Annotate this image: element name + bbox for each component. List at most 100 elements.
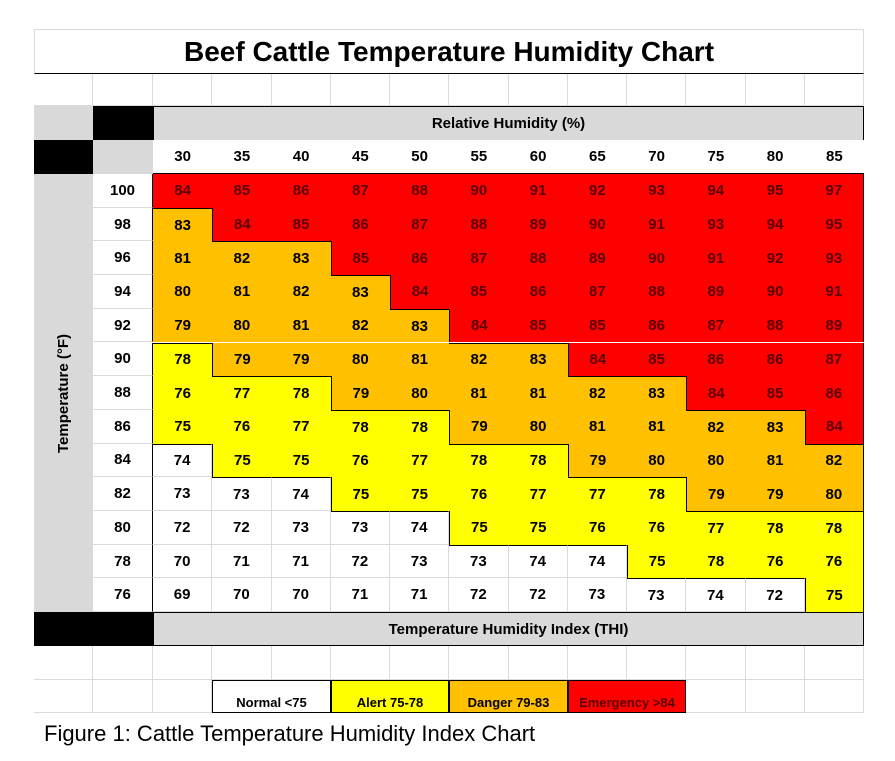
- heatmap-cell: 79: [567, 443, 627, 478]
- heatmap-cell: 86: [804, 376, 864, 410]
- legend-item: Normal <75: [212, 680, 331, 713]
- x-axis-label: Relative Humidity (%): [153, 106, 864, 140]
- heatmap-cell: 77: [686, 511, 746, 545]
- y-tick-label: 80: [93, 511, 153, 545]
- empty-cell: [390, 74, 450, 106]
- heatmap-cell: 78: [686, 544, 746, 579]
- legend-item: Alert 75-78: [330, 680, 450, 713]
- heatmap-cell: 75: [390, 477, 450, 511]
- heatmap-cell: 92: [567, 174, 627, 208]
- heatmap-cell: 84: [567, 342, 627, 377]
- empty-cell: [153, 74, 213, 106]
- heatmap-cell: 70: [153, 544, 213, 579]
- heatmap-cell: 76: [330, 443, 390, 478]
- corner-cell: [34, 106, 93, 140]
- empty-cell: [745, 680, 805, 713]
- x-tick-label: 60: [508, 140, 568, 174]
- heatmap-cell: 90: [567, 207, 627, 242]
- heatmap-cell: 78: [390, 409, 450, 444]
- heatmap-cell: 91: [508, 174, 568, 208]
- heatmap-cell: 74: [153, 443, 213, 478]
- heatmap-cell: 97: [804, 174, 864, 208]
- heatmap-cell: 78: [508, 443, 568, 478]
- heatmap-cell: 84: [804, 409, 864, 444]
- empty-cell: [627, 646, 687, 680]
- heatmap-cell: 74: [686, 578, 746, 613]
- empty-cell: [686, 680, 746, 713]
- heatmap-cell: 95: [745, 174, 805, 208]
- heatmap-cell: 77: [508, 477, 568, 511]
- heatmap-cell: 86: [390, 241, 450, 276]
- empty-cell: [390, 646, 450, 680]
- heatmap-cell: 77: [271, 409, 331, 444]
- heatmap-cell: 71: [212, 544, 272, 579]
- heatmap-cell: 87: [449, 241, 509, 276]
- heatmap-cell: 73: [390, 544, 450, 579]
- heatmap-cell: 72: [212, 511, 272, 545]
- heatmap-cell: 74: [390, 511, 450, 545]
- heatmap-cell: 86: [686, 342, 746, 377]
- y-tick-label: 88: [93, 376, 153, 410]
- heatmap-cell: 92: [745, 241, 805, 276]
- heatmap-cell: 88: [449, 207, 509, 242]
- heatmap-cell: 81: [271, 308, 331, 343]
- heatmap-cell: 80: [212, 308, 272, 343]
- heatmap-cell: 70: [271, 578, 331, 613]
- y-tick-label: 78: [93, 544, 153, 579]
- heatmap-cell: 89: [508, 207, 568, 242]
- x-tick-label: 45: [330, 140, 390, 174]
- empty-cell: [686, 74, 746, 106]
- heatmap-cell: 83: [153, 207, 213, 242]
- heatmap-cell: 79: [153, 308, 213, 343]
- heatmap-cell: 73: [449, 544, 509, 579]
- x-tick-label: 50: [390, 140, 450, 174]
- empty-cell: [34, 680, 93, 713]
- x-tick-label: 80: [745, 140, 805, 174]
- heatmap-cell: 81: [508, 376, 568, 410]
- empty-cell: [745, 74, 805, 106]
- x-tick-label: 30: [153, 140, 213, 174]
- heatmap-cell: 88: [745, 308, 805, 343]
- heatmap-cell: 74: [567, 544, 627, 579]
- corner-cell: [34, 612, 153, 646]
- heatmap-cell: 81: [153, 241, 213, 276]
- heatmap-cell: 83: [330, 275, 390, 309]
- empty-cell: [804, 74, 864, 106]
- heatmap-cell: 83: [508, 342, 568, 377]
- heatmap-cell: 79: [745, 477, 805, 511]
- heatmap-cell: 87: [330, 174, 390, 208]
- y-tick-label: 96: [93, 241, 153, 276]
- heatmap-cell: 72: [153, 511, 213, 545]
- empty-cell: [804, 646, 864, 680]
- corner-cell: [93, 140, 153, 174]
- heatmap-cell: 86: [508, 275, 568, 309]
- heatmap-cell: 82: [271, 275, 331, 309]
- heatmap-cell: 75: [508, 511, 568, 545]
- empty-cell: [153, 680, 213, 713]
- heatmap-cell: 83: [745, 409, 805, 444]
- heatmap-cell: 78: [330, 409, 390, 444]
- x-tick-label: 75: [686, 140, 746, 174]
- heatmap-cell: 73: [567, 578, 627, 613]
- heatmap-cell: 88: [390, 174, 450, 208]
- heatmap-cell: 78: [627, 477, 687, 511]
- heatmap-cell: 80: [330, 342, 390, 377]
- heatmap-cell: 85: [508, 308, 568, 343]
- heatmap-cell: 70: [212, 578, 272, 613]
- heatmap-cell: 84: [686, 376, 746, 410]
- heatmap-cell: 85: [627, 342, 687, 377]
- x-tick-label: 70: [627, 140, 687, 174]
- heatmap-cell: 73: [330, 511, 390, 545]
- x-tick-label: 40: [271, 140, 331, 174]
- empty-cell: [449, 646, 509, 680]
- heatmap-cell: 81: [449, 376, 509, 410]
- heatmap-cell: 95: [804, 207, 864, 242]
- heatmap-cell: 75: [449, 511, 509, 545]
- empty-cell: [93, 646, 153, 680]
- heatmap-cell: 76: [567, 511, 627, 545]
- heatmap-cell: 85: [745, 376, 805, 410]
- empty-cell: [508, 74, 568, 106]
- y-tick-label: 82: [93, 477, 153, 511]
- empty-cell: [567, 74, 627, 106]
- corner-cell: [93, 106, 153, 140]
